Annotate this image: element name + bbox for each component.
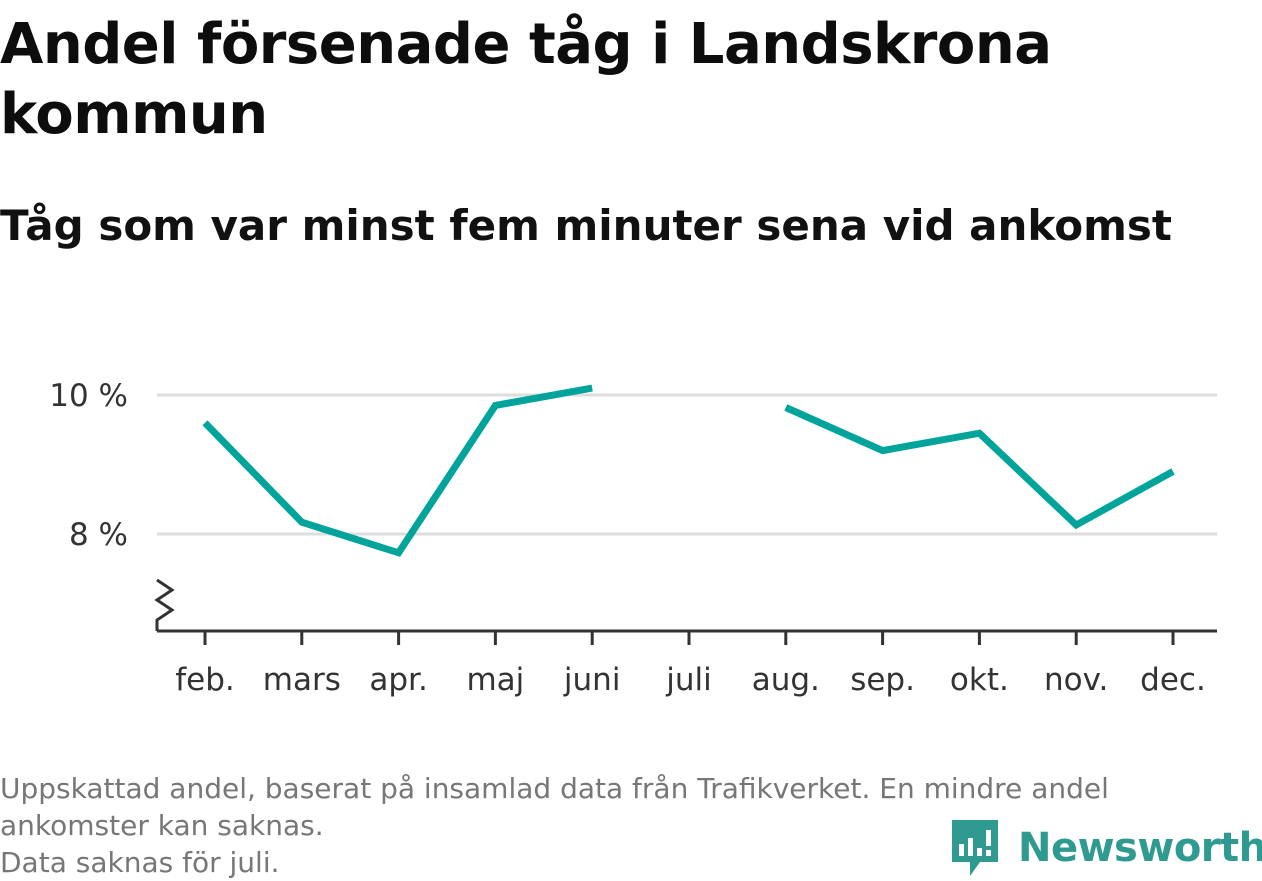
grid-lines	[157, 393, 1217, 536]
brand-name: Newsworthy	[1018, 825, 1262, 871]
x-tick-label: feb.	[175, 662, 235, 698]
y-tick-label: 10 %	[49, 378, 128, 414]
x-tick-label: sep.	[850, 662, 915, 698]
series-line-segment	[202, 384, 593, 557]
chart-subtitle: Tåg som var minst fem minuter sena vid a…	[0, 201, 1172, 250]
footnote-line-2: Data saknas för juli.	[0, 846, 280, 879]
y-tick-labels: 8 % 10 %	[49, 378, 128, 553]
series-lines	[202, 384, 1175, 557]
x-tick-label: maj	[466, 662, 524, 698]
x-tick-label: nov.	[1044, 662, 1108, 698]
x-tick-label: aug.	[752, 662, 820, 698]
x-tick-label: dec.	[1140, 662, 1206, 698]
series-line-segment	[784, 404, 1175, 530]
x-axis	[154, 578, 1217, 633]
x-tick-label: mars	[263, 662, 341, 698]
footnote: Uppskattad andel, baserat på insamlad da…	[0, 770, 1250, 881]
chart-title: Andel försenade tåg i Landskrona kommun	[0, 12, 1052, 147]
x-tick-label: juni	[563, 662, 621, 698]
newsworthy-logo[interactable]: Newsworthy	[950, 818, 1262, 878]
footnote-line-1: Uppskattad andel, baserat på insamlad da…	[0, 772, 1109, 842]
x-tick-label: apr.	[369, 662, 427, 698]
zigzag-break-icon	[154, 578, 175, 631]
x-tick-label: juli	[665, 662, 712, 698]
bar-chart-bubble-icon	[952, 820, 998, 876]
x-ticks: feb. mars apr. maj juni juli aug. sep. okt. nov. d…	[175, 631, 1206, 698]
line-chart: 8 % 10 % feb. mars apr. maj juni juli aug. sep. o…	[49, 378, 1217, 698]
x-tick-label: okt.	[950, 662, 1009, 698]
y-tick-label: 8 %	[69, 517, 128, 553]
